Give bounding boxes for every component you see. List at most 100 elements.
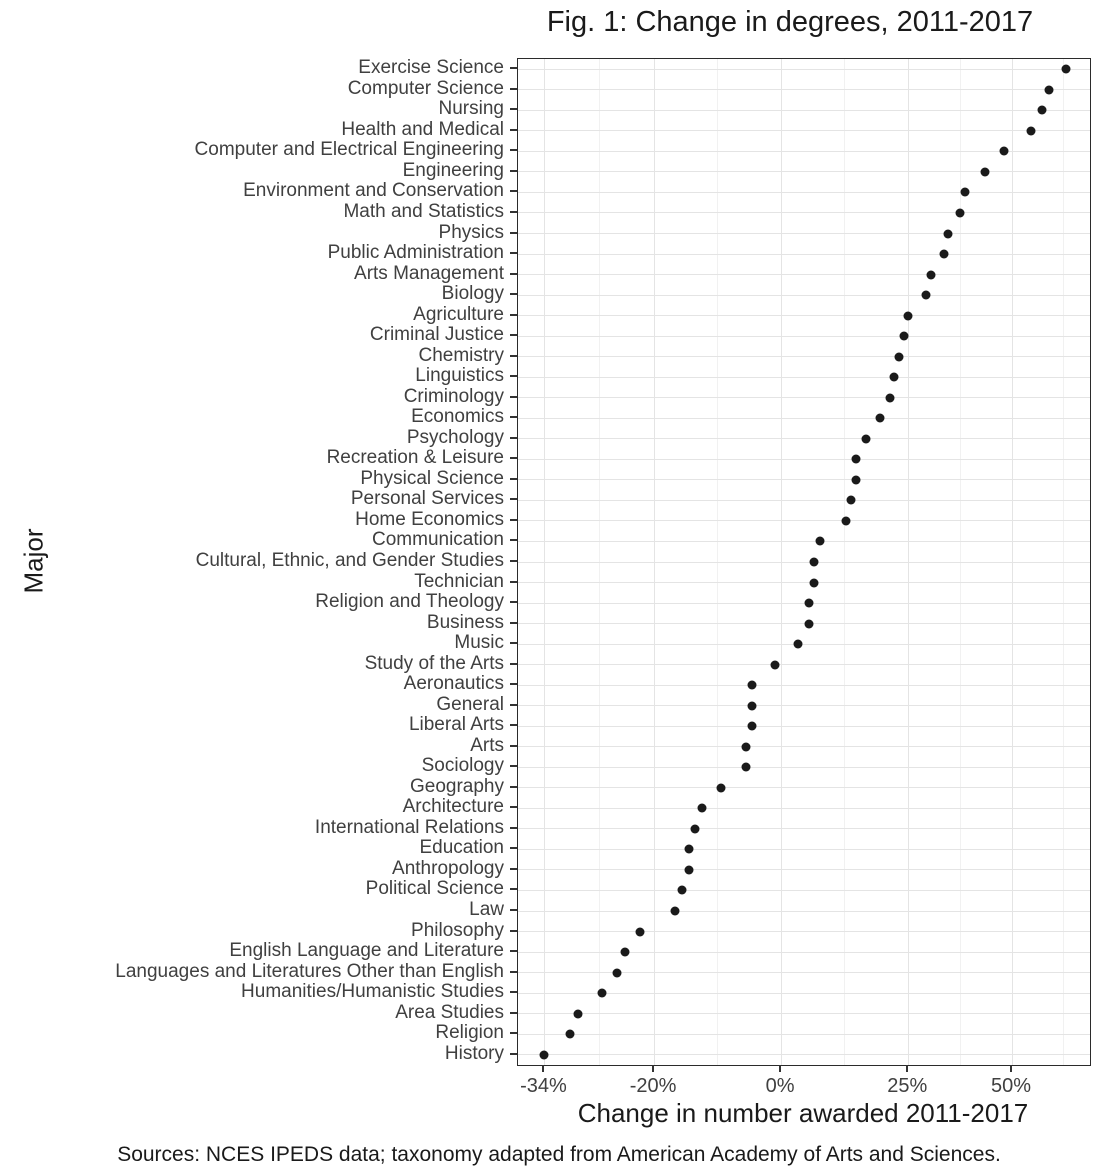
y-tick-mark	[510, 867, 517, 870]
data-point	[793, 639, 803, 649]
y-tick-label: Linguistics	[415, 365, 504, 387]
data-point	[697, 803, 707, 813]
chart-title: Fig. 1: Change in degrees, 2011-2017	[546, 6, 1034, 38]
y-tick-mark	[510, 252, 517, 255]
data-point	[670, 906, 680, 916]
y-tick-mark	[510, 334, 517, 337]
y-tick-label: Exercise Science	[358, 57, 504, 79]
data-point	[809, 557, 819, 567]
y-tick-label: Chemistry	[418, 344, 504, 366]
x-tick-mark	[779, 1065, 782, 1072]
y-tick-label: Humanities/Humanistic Studies	[241, 981, 504, 1003]
y-tick-mark	[510, 67, 517, 70]
major-gridline-horizontal	[518, 787, 1090, 789]
data-point	[597, 988, 607, 998]
y-tick-label: Physical Science	[360, 467, 504, 489]
data-point	[851, 454, 861, 464]
y-tick-mark	[510, 950, 517, 953]
y-tick-mark	[510, 1011, 517, 1014]
y-tick-label: Public Administration	[327, 242, 504, 264]
y-tick-mark	[510, 539, 517, 542]
major-gridline-horizontal	[518, 458, 1090, 460]
y-tick-mark	[510, 375, 517, 378]
major-gridline-horizontal	[518, 438, 1090, 440]
y-tick-mark	[510, 621, 517, 624]
y-tick-label: Philosophy	[411, 919, 504, 941]
data-point	[747, 721, 757, 731]
y-tick-label: Economics	[411, 406, 504, 428]
data-point	[889, 372, 899, 382]
data-point	[875, 413, 885, 423]
x-axis-title: Change in number awarded 2011-2017	[577, 1098, 1029, 1128]
y-tick-label: English Language and Literature	[229, 940, 504, 962]
data-point	[815, 536, 825, 546]
major-gridline-horizontal	[518, 828, 1090, 830]
data-point	[955, 208, 965, 218]
data-point	[939, 249, 949, 259]
major-gridline-horizontal	[518, 191, 1090, 193]
major-gridline-horizontal	[518, 910, 1090, 912]
major-gridline-horizontal	[518, 889, 1090, 891]
y-tick-label: Languages and Literatures Other than Eng…	[115, 960, 504, 982]
major-gridline-horizontal	[518, 150, 1090, 152]
y-tick-mark	[510, 724, 517, 727]
y-tick-label: Law	[469, 899, 504, 921]
y-tick-label: History	[444, 1042, 504, 1064]
data-point	[565, 1029, 575, 1039]
y-tick-label: Technician	[414, 570, 504, 592]
y-tick-label: Criminal Justice	[369, 324, 504, 346]
y-tick-label: Environment and Conservation	[243, 180, 504, 202]
major-gridline-horizontal	[518, 848, 1090, 850]
y-tick-mark	[510, 1032, 517, 1035]
data-point	[716, 783, 726, 793]
data-point	[851, 475, 861, 485]
data-point	[747, 701, 757, 711]
major-gridline-horizontal	[518, 582, 1090, 584]
y-tick-label: Area Studies	[395, 1001, 504, 1023]
data-point	[841, 516, 851, 526]
plot-panel	[517, 58, 1091, 1066]
y-tick-label: Study of the Arts	[364, 652, 504, 674]
y-tick-mark	[510, 765, 517, 768]
y-tick-mark	[510, 703, 517, 706]
data-point	[804, 619, 814, 629]
y-tick-mark	[510, 457, 517, 460]
y-tick-mark	[510, 929, 517, 932]
y-tick-mark	[510, 354, 517, 357]
major-gridline-horizontal	[518, 725, 1090, 727]
y-tick-label: Education	[419, 837, 504, 859]
y-tick-label: Health and Medical	[341, 118, 504, 140]
y-tick-label: Arts Management	[354, 262, 504, 284]
data-point	[980, 167, 990, 177]
data-point	[960, 187, 970, 197]
y-tick-mark	[510, 498, 517, 501]
y-tick-mark	[510, 785, 517, 788]
y-tick-mark	[510, 477, 517, 480]
data-point	[1061, 64, 1071, 74]
data-point	[846, 495, 856, 505]
y-tick-label: Architecture	[402, 796, 504, 818]
data-point	[684, 865, 694, 875]
data-point	[635, 927, 645, 937]
y-tick-mark	[510, 847, 517, 850]
y-tick-mark	[510, 128, 517, 131]
major-gridline-horizontal	[518, 499, 1090, 501]
data-point	[861, 434, 871, 444]
major-gridline-horizontal	[518, 356, 1090, 358]
y-tick-mark	[510, 991, 517, 994]
y-tick-mark	[510, 970, 517, 973]
y-tick-label: Computer and Electrical Engineering	[194, 139, 504, 161]
data-point	[741, 762, 751, 772]
y-tick-label: Sociology	[421, 755, 504, 777]
y-tick-label: Home Economics	[355, 508, 504, 530]
y-tick-mark	[510, 231, 517, 234]
data-point	[809, 578, 819, 588]
major-gridline-horizontal	[518, 253, 1090, 255]
major-gridline-horizontal	[518, 109, 1090, 111]
y-tick-mark	[510, 108, 517, 111]
major-gridline-horizontal	[518, 705, 1090, 707]
major-gridline-horizontal	[518, 766, 1090, 768]
data-point	[677, 885, 687, 895]
y-tick-label: Aeronautics	[403, 673, 504, 695]
